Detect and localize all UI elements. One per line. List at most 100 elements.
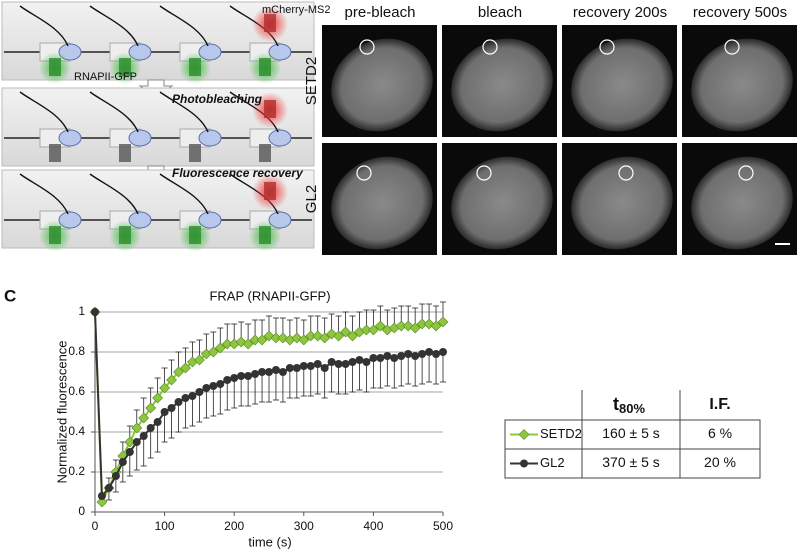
gfp-barrel — [119, 58, 131, 76]
point — [104, 484, 113, 492]
gfp-label: RNAPII-GFP — [74, 71, 137, 83]
nucleus — [451, 38, 553, 132]
point — [397, 352, 406, 360]
gfp-barrel — [189, 58, 201, 76]
point — [362, 358, 371, 366]
gfp-barrel — [259, 226, 271, 244]
panel-label: C — [4, 286, 16, 305]
gfp-barrel — [189, 144, 201, 162]
y-axis-label: Normalized fluorescence — [54, 340, 69, 483]
point — [132, 438, 141, 446]
point — [432, 350, 441, 358]
point — [125, 448, 134, 456]
point — [430, 320, 442, 332]
x-tick-label: 0 — [92, 519, 99, 533]
point — [244, 372, 253, 380]
y-tick-label: 0.8 — [68, 344, 85, 358]
point — [418, 350, 427, 358]
polymerase — [128, 129, 152, 147]
point — [216, 380, 225, 388]
point — [230, 374, 239, 382]
point — [285, 364, 294, 372]
point — [409, 322, 421, 334]
nucleus — [331, 38, 433, 132]
bleach-roi — [618, 165, 634, 181]
point — [195, 388, 204, 396]
point — [520, 459, 528, 468]
point — [271, 366, 280, 374]
x-tick-label: 500 — [433, 519, 453, 533]
point — [383, 352, 392, 360]
gfp-barrel — [49, 226, 61, 244]
transcript — [89, 5, 139, 47]
mcherry — [264, 14, 276, 32]
nucleus — [571, 38, 673, 132]
point — [333, 330, 345, 342]
transcript — [159, 173, 209, 215]
mcherry-label: mCherry-MS2 — [262, 4, 330, 16]
column-header: pre-bleach — [345, 4, 416, 21]
transcript — [159, 91, 209, 133]
header-main: t — [613, 394, 619, 414]
point — [91, 308, 99, 316]
point — [299, 362, 308, 370]
micrographs: pre-bleach bleach recovery 200s recovery 50… — [303, 4, 797, 255]
point — [153, 418, 162, 426]
point — [367, 324, 379, 336]
point — [313, 360, 322, 368]
gfp-barrel — [119, 144, 131, 162]
transcript — [89, 173, 139, 215]
x-tick-label: 100 — [155, 519, 175, 533]
gfp-barrel — [189, 226, 201, 244]
nucleus — [331, 156, 433, 250]
bleach-roi — [482, 39, 498, 55]
gfp-barrel — [259, 144, 271, 162]
nucleus — [691, 38, 793, 132]
row-header: GL2 — [303, 185, 320, 213]
point — [341, 360, 350, 368]
point — [131, 422, 143, 434]
point — [355, 356, 364, 364]
point — [174, 398, 183, 406]
transcript — [159, 5, 209, 47]
transcript — [19, 173, 69, 215]
point — [160, 408, 169, 416]
bleach-roi — [738, 165, 754, 181]
point — [292, 364, 301, 372]
x-axis-label: time (s) — [248, 534, 291, 549]
point — [193, 354, 205, 366]
polymerase — [58, 129, 82, 147]
legend-label: SETD2 — [540, 426, 582, 441]
bleach-roi — [599, 39, 615, 55]
point — [265, 368, 273, 376]
point — [138, 412, 150, 424]
point — [369, 354, 378, 362]
column-header: bleach — [478, 4, 522, 21]
point — [152, 392, 164, 404]
point — [327, 358, 336, 366]
table-cell: 20 % — [704, 454, 736, 470]
point — [374, 320, 386, 332]
point — [180, 362, 191, 374]
point — [202, 384, 211, 392]
y-tick-label: 1 — [78, 304, 85, 318]
step-label: Photobleaching — [172, 92, 263, 106]
point — [348, 358, 357, 366]
point — [159, 382, 171, 394]
point — [320, 364, 329, 372]
nucleus — [691, 156, 793, 250]
point — [97, 492, 106, 500]
point — [173, 366, 184, 378]
y-tick-label: 0.6 — [68, 384, 85, 398]
table-cell: 370 ± 5 s — [602, 454, 660, 470]
column-header: recovery 500s — [693, 4, 787, 21]
mcherry — [264, 100, 276, 118]
gfp-barrel — [49, 58, 61, 76]
polymerase — [198, 129, 222, 147]
point — [518, 429, 530, 440]
polymerase — [268, 129, 292, 147]
table-cell: 6 % — [708, 425, 732, 441]
bleach-roi — [476, 165, 492, 181]
point — [411, 352, 420, 360]
